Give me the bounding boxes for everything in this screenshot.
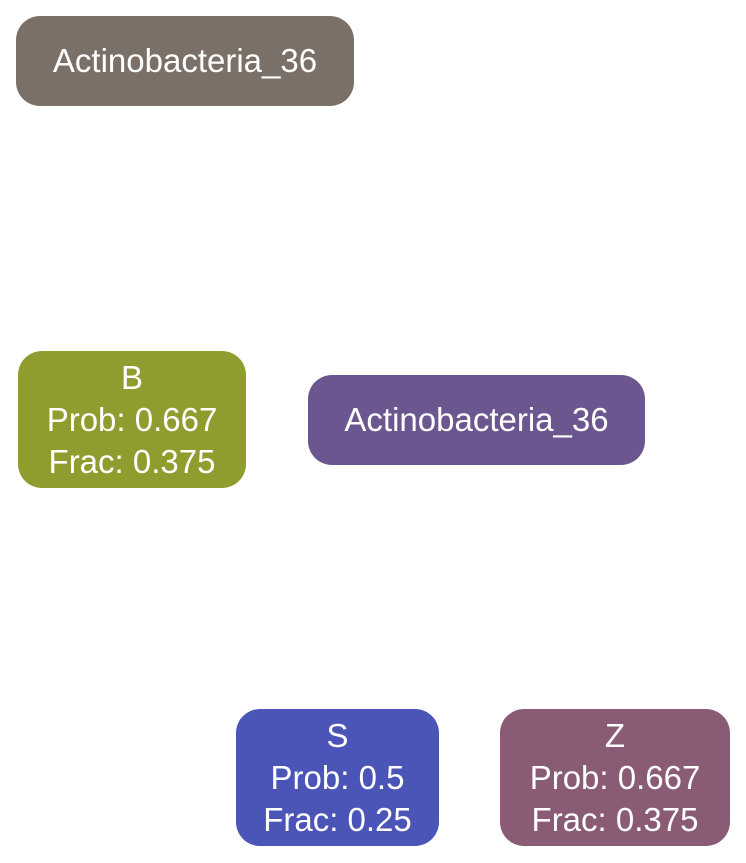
node-leaf-z: Z Prob: 0.667 Frac: 0.375 bbox=[500, 709, 730, 846]
node-b-name: B bbox=[120, 358, 143, 396]
node-inner-label: Actinobacteria_36 bbox=[344, 401, 609, 438]
node-root-label: Actinobacteria_36 bbox=[52, 42, 318, 79]
node-b-prob: Prob: 0.667 bbox=[46, 400, 218, 438]
node-s-frac: Frac: 0.25 bbox=[263, 800, 412, 838]
node-inner-actinobacteria: Actinobacteria_36 bbox=[308, 375, 645, 465]
node-z-name: Z bbox=[604, 716, 626, 754]
node-b-frac: Frac: 0.375 bbox=[48, 442, 216, 480]
node-leaf-b: B Prob: 0.667 Frac: 0.375 bbox=[18, 351, 246, 488]
node-leaf-s: S Prob: 0.5 Frac: 0.25 bbox=[236, 709, 439, 846]
node-s-name: S bbox=[326, 716, 349, 754]
node-root-actinobacteria: Actinobacteria_36 bbox=[16, 16, 354, 106]
node-z-frac: Frac: 0.375 bbox=[531, 800, 699, 838]
node-z-prob: Prob: 0.667 bbox=[529, 758, 701, 796]
node-s-prob: Prob: 0.5 bbox=[270, 758, 405, 796]
